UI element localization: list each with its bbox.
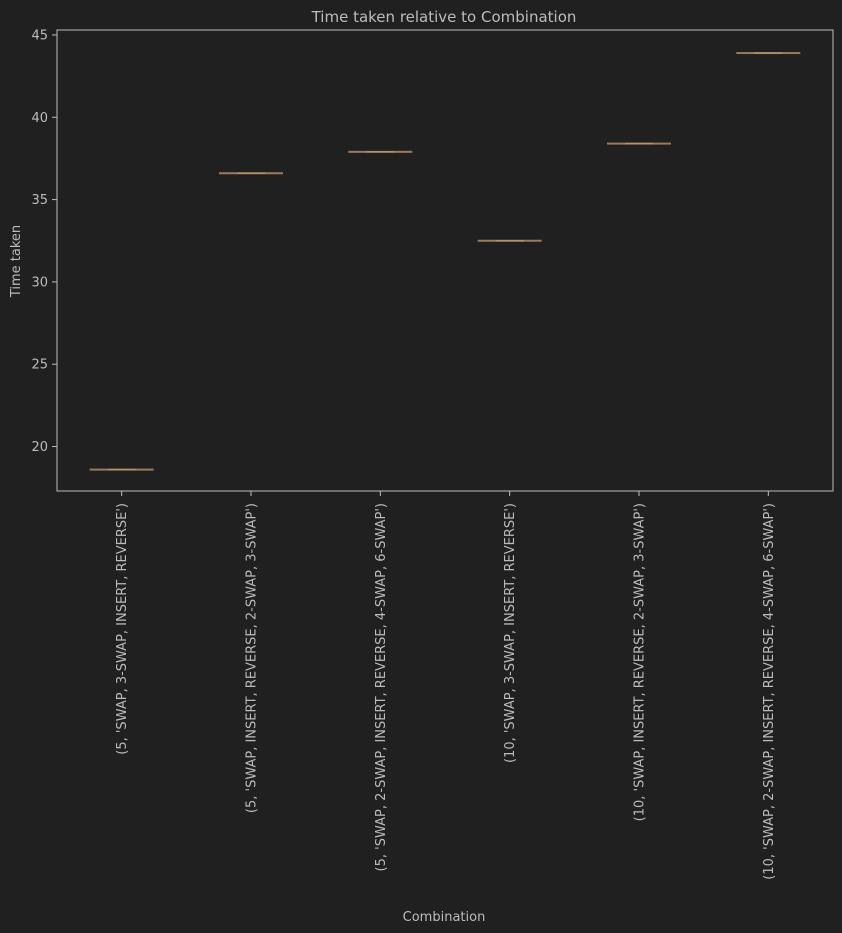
y-tick-label: 25 — [31, 358, 48, 373]
x-tick-label: (5, 'SWAP, 2-SWAP, INSERT, REVERSE, 4-SW… — [374, 503, 389, 871]
axes-frame — [56, 29, 834, 492]
y-tick-label: 30 — [31, 275, 48, 290]
x-tick-label: (5, 'SWAP, INSERT, REVERSE, 2-SWAP, 3-SW… — [245, 503, 260, 813]
x-tick-label: (10, 'SWAP, 2-SWAP, INSERT, REVERSE, 4-S… — [762, 503, 777, 880]
y-tick-label: 35 — [31, 193, 48, 208]
x-tick-label: (5, 'SWAP, 3-SWAP, INSERT, REVERSE') — [115, 503, 130, 755]
x-axis-label: Combination — [403, 910, 486, 925]
plot-area: 20 25 30 35 40 45 (5, 'SWAP, 3-SWAP, INSERT, R… — [31, 28, 834, 880]
y-tick-label: 20 — [31, 440, 48, 455]
x-tick-label: (10, 'SWAP, 3-SWAP, INSERT, REVERSE') — [503, 503, 518, 763]
chart-title: Time taken relative to Combination — [311, 8, 577, 26]
y-tick-label: 40 — [31, 111, 48, 126]
x-tick-label: (10, 'SWAP, INSERT, REVERSE, 2-SWAP, 3-S… — [633, 503, 648, 821]
y-axis-label: Time taken — [9, 225, 24, 298]
y-tick-label: 45 — [31, 28, 48, 43]
